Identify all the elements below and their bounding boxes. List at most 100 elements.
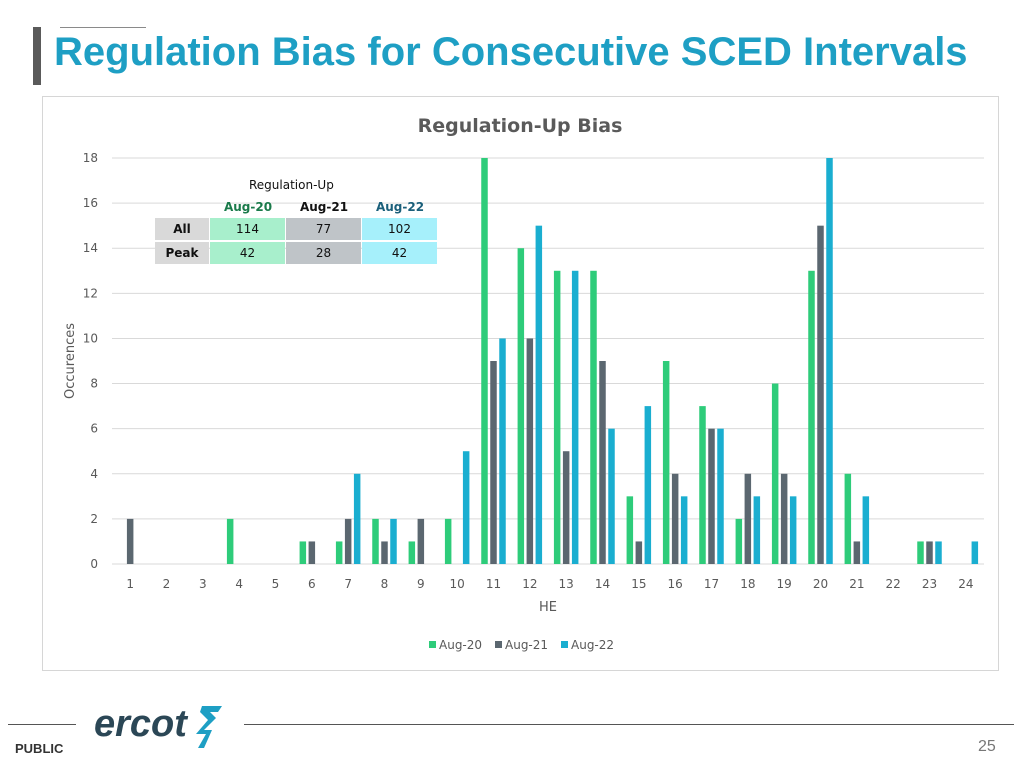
x-tick-label-2: 2 xyxy=(163,577,171,591)
x-tick-label-10: 10 xyxy=(450,577,465,591)
title-top-rule xyxy=(60,27,146,28)
legend-swatch-Aug-20 xyxy=(429,641,436,648)
x-tick-label-19: 19 xyxy=(777,577,792,591)
bar-Aug-21-he-18 xyxy=(744,473,752,564)
bar-Aug-20-he-8 xyxy=(372,518,379,564)
table-cell-peak-aug22: 42 xyxy=(362,242,437,264)
bar-Aug-22-he-18 xyxy=(753,496,761,564)
bar-Aug-21-he-12 xyxy=(526,338,534,564)
bar-Aug-22-he-16 xyxy=(680,496,688,564)
regulation-up-bias-chart: Regulation-Up Bias024681012141618Occuren… xyxy=(63,115,984,652)
y-tick-label-6: 6 xyxy=(90,422,98,436)
bar-Aug-20-he-7 xyxy=(335,541,343,564)
x-tick-label-23: 23 xyxy=(922,577,937,591)
bar-Aug-20-he-12 xyxy=(517,248,525,564)
bar-Aug-20-he-13 xyxy=(553,270,561,564)
x-tick-label-9: 9 xyxy=(417,577,425,591)
bar-Aug-21-he-19 xyxy=(780,473,788,564)
x-tick-label-6: 6 xyxy=(308,577,316,591)
bar-Aug-20-he-21 xyxy=(844,473,852,564)
table-cell-all-aug22: 102 xyxy=(362,218,437,240)
bar-Aug-22-he-10 xyxy=(462,451,470,564)
bar-Aug-22-he-20 xyxy=(826,158,833,564)
table-row-label-peak: Peak xyxy=(155,242,209,264)
table-col-aug21: Aug-21 xyxy=(299,200,349,214)
y-tick-label-2: 2 xyxy=(90,512,98,526)
x-tick-label-18: 18 xyxy=(740,577,755,591)
x-tick-label-20: 20 xyxy=(813,577,828,591)
y-tick-label-8: 8 xyxy=(90,377,98,391)
bar-Aug-21-he-13 xyxy=(562,451,570,564)
y-axis-label: Occurences xyxy=(63,323,78,399)
table-cell-all-aug21: 77 xyxy=(286,218,361,240)
x-tick-label-21: 21 xyxy=(849,577,864,591)
x-tick-label-4: 4 xyxy=(235,577,243,591)
bar-Aug-21-he-11 xyxy=(490,361,497,564)
bar-Aug-21-he-23 xyxy=(926,541,933,564)
bar-Aug-22-he-23 xyxy=(935,541,942,564)
legend-swatch-Aug-22 xyxy=(561,641,568,648)
table-col-aug20: Aug-20 xyxy=(223,200,273,214)
ercot-logo-text: ercot xyxy=(94,703,188,745)
bar-Aug-20-he-20 xyxy=(808,270,815,564)
legend-label-Aug-22: Aug-22 xyxy=(571,638,614,652)
bar-Aug-22-he-13 xyxy=(571,270,579,564)
x-tick-label-17: 17 xyxy=(704,577,719,591)
chart-frame: Regulation-Up Bias 0 2 4 6 8 10 12 14 16 18 Occuren… xyxy=(42,96,999,671)
footer-rule-left xyxy=(8,724,76,725)
bar-Aug-21-he-8 xyxy=(381,541,388,564)
bar-Aug-22-he-11 xyxy=(499,338,506,564)
y-tick-label-4: 4 xyxy=(90,467,98,481)
x-tick-label-5: 5 xyxy=(272,577,280,591)
chart-title: Regulation-Up Bias xyxy=(418,115,623,137)
page-number: 25 xyxy=(978,738,996,755)
bar-Aug-22-he-12 xyxy=(535,225,543,564)
bar-Aug-20-he-10 xyxy=(444,518,452,564)
x-tick-label-16: 16 xyxy=(668,577,683,591)
table-col-aug22: Aug-22 xyxy=(375,200,425,214)
y-tick-label-16: 16 xyxy=(83,196,98,210)
bar-Aug-21-he-9 xyxy=(417,518,425,564)
bar-Aug-20-he-11 xyxy=(481,158,488,564)
y-tick-label-10: 10 xyxy=(83,331,98,345)
x-axis-label: HE xyxy=(539,600,557,615)
x-tick-label-8: 8 xyxy=(381,577,389,591)
bar-Aug-20-he-17 xyxy=(699,406,706,564)
bar-Aug-22-he-7 xyxy=(353,473,361,564)
legend-label-Aug-20: Aug-20 xyxy=(439,638,482,652)
bar-Aug-21-he-15 xyxy=(635,541,643,564)
bar-Aug-22-he-24 xyxy=(971,541,979,564)
table-caption: Regulation-Up xyxy=(249,178,334,192)
x-tick-label-12: 12 xyxy=(522,577,537,591)
footer-rule-right xyxy=(244,724,1014,725)
y-tick-label-12: 12 xyxy=(83,286,98,300)
bar-Aug-21-he-7 xyxy=(344,518,352,564)
bar-Aug-22-he-21 xyxy=(862,496,870,564)
x-tick-label-7: 7 xyxy=(344,577,352,591)
bar-Aug-20-he-6 xyxy=(299,541,307,564)
bar-Aug-20-he-4 xyxy=(226,518,234,564)
ercot-logo: ercot xyxy=(94,703,222,748)
bar-Aug-20-he-14 xyxy=(590,270,597,564)
ercot-logo-mark xyxy=(196,706,222,748)
bar-Aug-22-he-8 xyxy=(390,518,397,564)
bar-Aug-22-he-14 xyxy=(608,428,615,564)
x-tick-label-24: 24 xyxy=(958,577,973,591)
bar-Aug-21-he-1 xyxy=(126,518,134,564)
x-tick-label-13: 13 xyxy=(559,577,574,591)
y-tick-label-0: 0 xyxy=(90,557,98,571)
bar-Aug-20-he-23 xyxy=(917,541,924,564)
bar-Aug-20-he-19 xyxy=(771,383,779,564)
bar-Aug-20-he-16 xyxy=(662,361,670,564)
y-tick-label-18: 18 xyxy=(83,151,98,165)
bar-Aug-20-he-18 xyxy=(735,518,743,564)
bar-Aug-20-he-9 xyxy=(408,541,416,564)
x-tick-label-22: 22 xyxy=(886,577,901,591)
bar-Aug-22-he-19 xyxy=(789,496,797,564)
slide-title: Regulation Bias for Consecutive SCED Int… xyxy=(54,30,968,74)
table-row-label-all: All xyxy=(155,218,209,240)
table-cell-peak-aug21: 28 xyxy=(286,242,361,264)
bar-Aug-21-he-17 xyxy=(708,428,715,564)
bar-Aug-21-he-16 xyxy=(671,473,679,564)
bar-Aug-20-he-15 xyxy=(626,496,634,564)
